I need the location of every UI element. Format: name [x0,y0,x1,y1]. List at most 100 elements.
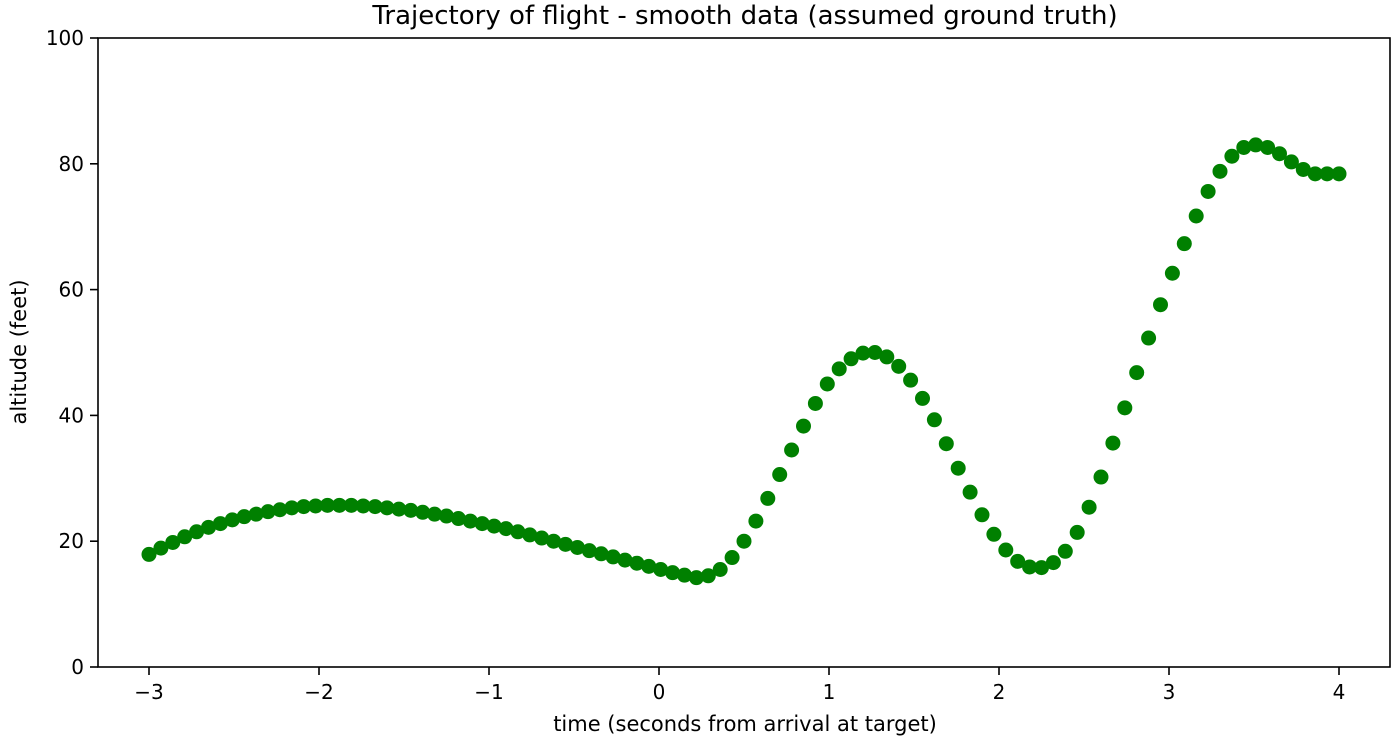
data-point [629,555,645,571]
data-point [665,565,681,581]
data-point [1283,154,1299,170]
data-point [581,543,597,559]
data-point [236,509,252,525]
data-point [867,345,883,360]
data-point [260,504,276,520]
data-point [1081,499,1097,515]
data-point [843,351,859,367]
data-point [201,519,216,535]
data-point [1010,553,1026,569]
plot-area [141,137,1347,586]
x-tick-label: 4 [1333,680,1346,704]
x-axis-label: time (seconds from arrival at target) [553,712,937,736]
x-tick-label: 1 [823,680,836,704]
data-point [796,418,811,434]
data-point [926,412,942,428]
data-point [177,529,193,545]
data-point [1022,559,1038,575]
data-point [1045,555,1061,571]
data-point [320,497,335,513]
data-point [1164,265,1180,281]
data-point [439,508,454,524]
y-tick-label: 0 [71,655,84,679]
data-point [534,530,550,546]
data-point [427,506,443,522]
data-point [165,534,181,550]
data-point [1307,166,1323,182]
data-point [986,526,1002,542]
data-point [1153,297,1168,313]
data-point [1093,469,1109,485]
data-point [700,568,716,584]
data-point [891,358,907,374]
data-point [272,502,288,518]
data-point [486,518,502,534]
data-point [1117,400,1133,416]
y-tick-label: 20 [59,529,84,553]
data-point [950,460,966,476]
chart-title: Trajectory of flight - smooth data (assu… [371,1,1117,31]
data-point [1260,139,1276,155]
data-point [1034,560,1049,576]
data-point [1069,524,1085,540]
data-point [1129,365,1145,381]
x-tick-label: −3 [134,680,163,704]
data-point [284,500,300,516]
data-point [915,390,930,406]
data-point [998,542,1014,558]
data-point [653,562,669,578]
data-point [498,521,514,537]
data-point [879,349,895,365]
data-point [784,442,800,458]
data-point [807,395,823,411]
data-point [522,527,538,543]
data-point [153,540,169,556]
y-tick-label: 60 [59,278,84,302]
data-point [510,524,526,540]
y-tick-label: 40 [59,403,84,427]
data-point [248,506,264,522]
data-point [296,499,312,515]
data-point [831,361,847,377]
data-point [1057,543,1073,559]
data-point [1319,166,1335,182]
y-axis: 0 20 40 60 80 100 [46,26,98,679]
data-point [962,484,978,500]
data-point [593,546,609,562]
x-tick-label: 0 [653,680,666,704]
data-point [1236,139,1252,155]
y-tick-label: 80 [59,152,84,176]
data-point [1272,146,1287,162]
data-point [1295,161,1311,177]
data-point [819,376,835,392]
data-point [677,567,692,583]
data-point [1188,208,1204,224]
data-point [1141,330,1157,346]
y-axis-label: altitude (feet) [7,279,31,424]
data-point [1331,166,1347,182]
data-point [855,345,871,361]
data-point [379,500,395,516]
data-point [617,552,633,568]
data-point [772,467,788,483]
x-tick-label: 2 [993,680,1006,704]
data-point [974,507,990,523]
data-point [474,516,490,532]
data-point [141,546,157,562]
data-point [462,513,478,529]
data-point [403,502,419,518]
data-point [391,501,407,517]
data-point [748,513,764,529]
data-point [343,497,359,513]
data-point [688,570,704,586]
data-point [308,498,324,514]
data-point [712,562,728,578]
x-tick-label: −1 [474,680,503,704]
data-point [367,499,383,515]
data-point [569,539,585,555]
data-point [1105,435,1121,451]
x-tick-label: 3 [1163,680,1176,704]
data-point [355,498,371,514]
data-point [605,549,621,565]
